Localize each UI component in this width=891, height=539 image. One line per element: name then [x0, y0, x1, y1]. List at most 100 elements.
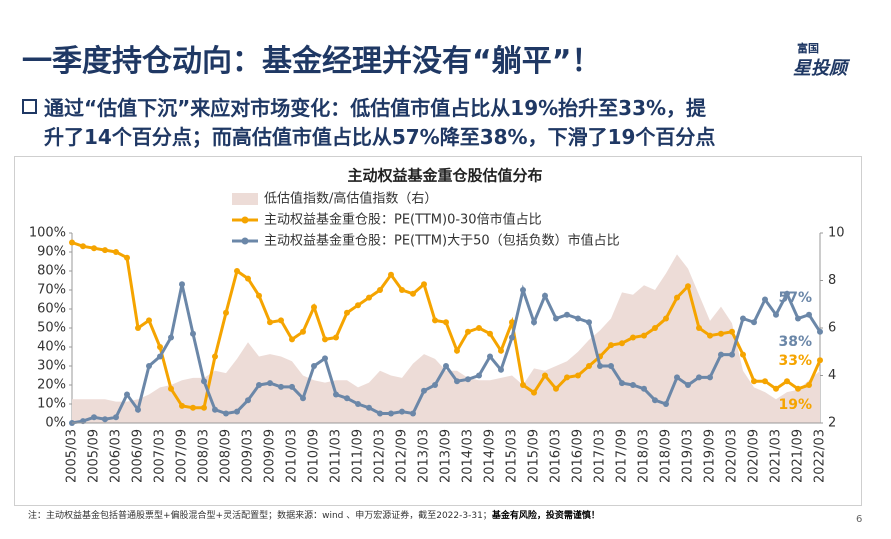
- point: [234, 408, 240, 415]
- y-tick-label: 90%: [37, 245, 66, 260]
- point: [531, 319, 537, 326]
- x-tick-label: 2022/03: [813, 429, 828, 483]
- point: [729, 328, 735, 335]
- point: [113, 414, 119, 421]
- point: [773, 311, 779, 318]
- point: [410, 410, 416, 417]
- x-tick-label: 2010/03: [285, 429, 300, 483]
- point: [542, 372, 548, 379]
- point: [168, 334, 174, 341]
- x-tick-label: 2008/03: [197, 429, 212, 483]
- point: [355, 302, 361, 309]
- point: [102, 247, 108, 254]
- point: [773, 385, 779, 392]
- point: [190, 330, 196, 337]
- x-tick-label: 2018/03: [637, 429, 652, 483]
- point: [630, 382, 636, 388]
- footnote: 注：主动权益基金包括普通股票型+偏股混合型+灵活配置型；数据来源：wind 、申…: [28, 508, 600, 521]
- point: [80, 243, 86, 250]
- point: [135, 325, 141, 331]
- x-tick-label: 2017/03: [593, 429, 608, 483]
- y-tick-label: 0%: [45, 416, 66, 431]
- footnote-text: 注：主动权益基金包括普通股票型+偏股混合型+灵活配置型；数据来源：wind 、申…: [28, 511, 492, 521]
- point: [377, 410, 383, 417]
- point: [234, 268, 240, 274]
- point: [751, 378, 757, 385]
- annotation: 19%: [778, 397, 812, 413]
- point: [641, 385, 647, 392]
- point: [146, 363, 152, 369]
- point: [421, 281, 427, 288]
- annotation: 33%: [778, 353, 812, 369]
- point: [157, 353, 163, 360]
- x-tick-label: 2018/09: [659, 429, 674, 483]
- point: [740, 351, 746, 358]
- point: [608, 342, 614, 349]
- point: [553, 385, 559, 392]
- logo-top: 富国: [797, 42, 819, 55]
- point: [476, 372, 482, 379]
- point: [674, 294, 680, 301]
- point: [344, 309, 350, 316]
- point: [344, 395, 350, 402]
- point: [619, 380, 625, 387]
- legend-swatch: [241, 237, 249, 245]
- point: [278, 317, 284, 324]
- point: [575, 372, 581, 379]
- point: [157, 344, 163, 350]
- legend-swatch: [232, 193, 258, 205]
- x-tick-label: 2010/09: [307, 429, 322, 483]
- point: [608, 363, 614, 369]
- point: [652, 397, 658, 404]
- point: [553, 315, 559, 322]
- point: [300, 395, 306, 402]
- point: [256, 292, 262, 299]
- point: [498, 347, 504, 354]
- point: [91, 414, 97, 421]
- chart-frame: [14, 156, 862, 506]
- legend-label: 主动权益基金重仓股：PE(TTM)0-30倍市值占比: [264, 212, 542, 228]
- area: [72, 254, 820, 423]
- y2-tick-label: 6: [828, 321, 836, 336]
- x-tick-label: 2009/03: [241, 429, 256, 483]
- point: [443, 319, 449, 326]
- point: [179, 281, 185, 288]
- x-tick-label: 2012/09: [395, 429, 410, 483]
- point: [366, 404, 372, 411]
- point: [806, 311, 812, 318]
- point: [124, 391, 130, 398]
- point: [333, 334, 339, 341]
- point: [289, 383, 295, 390]
- point: [311, 304, 317, 311]
- point: [124, 254, 130, 261]
- point: [663, 401, 669, 407]
- point: [69, 239, 75, 246]
- annotation: 38%: [778, 334, 812, 350]
- y2-tick-label: 10: [828, 226, 845, 241]
- point: [410, 290, 416, 297]
- point: [674, 374, 680, 381]
- x-tick-label: 2019/09: [703, 429, 718, 483]
- x-tick-label: 2019/03: [681, 429, 696, 483]
- point: [212, 353, 218, 360]
- y-tick-label: 40%: [37, 340, 66, 355]
- y-tick-label: 20%: [37, 378, 66, 393]
- bullet-box: [22, 99, 37, 114]
- logo-bottom: 星投顾: [793, 58, 847, 79]
- legend-label: 主动权益基金重仓股：PE(TTM)大于50（包括负数）市值占比: [264, 233, 620, 249]
- x-tick-label: 2005/03: [65, 429, 80, 483]
- point: [377, 287, 383, 293]
- point: [212, 406, 218, 413]
- x-tick-label: 2013/03: [417, 429, 432, 483]
- x-tick-label: 2007/03: [153, 429, 168, 483]
- x-tick-label: 2020/03: [725, 429, 740, 483]
- chart-title: 主动权益基金重仓股估值分布: [347, 167, 542, 185]
- point: [421, 387, 427, 394]
- point: [454, 378, 460, 385]
- point: [432, 317, 438, 324]
- point: [696, 374, 702, 381]
- y-tick-label: 60%: [37, 302, 66, 317]
- point: [784, 290, 790, 297]
